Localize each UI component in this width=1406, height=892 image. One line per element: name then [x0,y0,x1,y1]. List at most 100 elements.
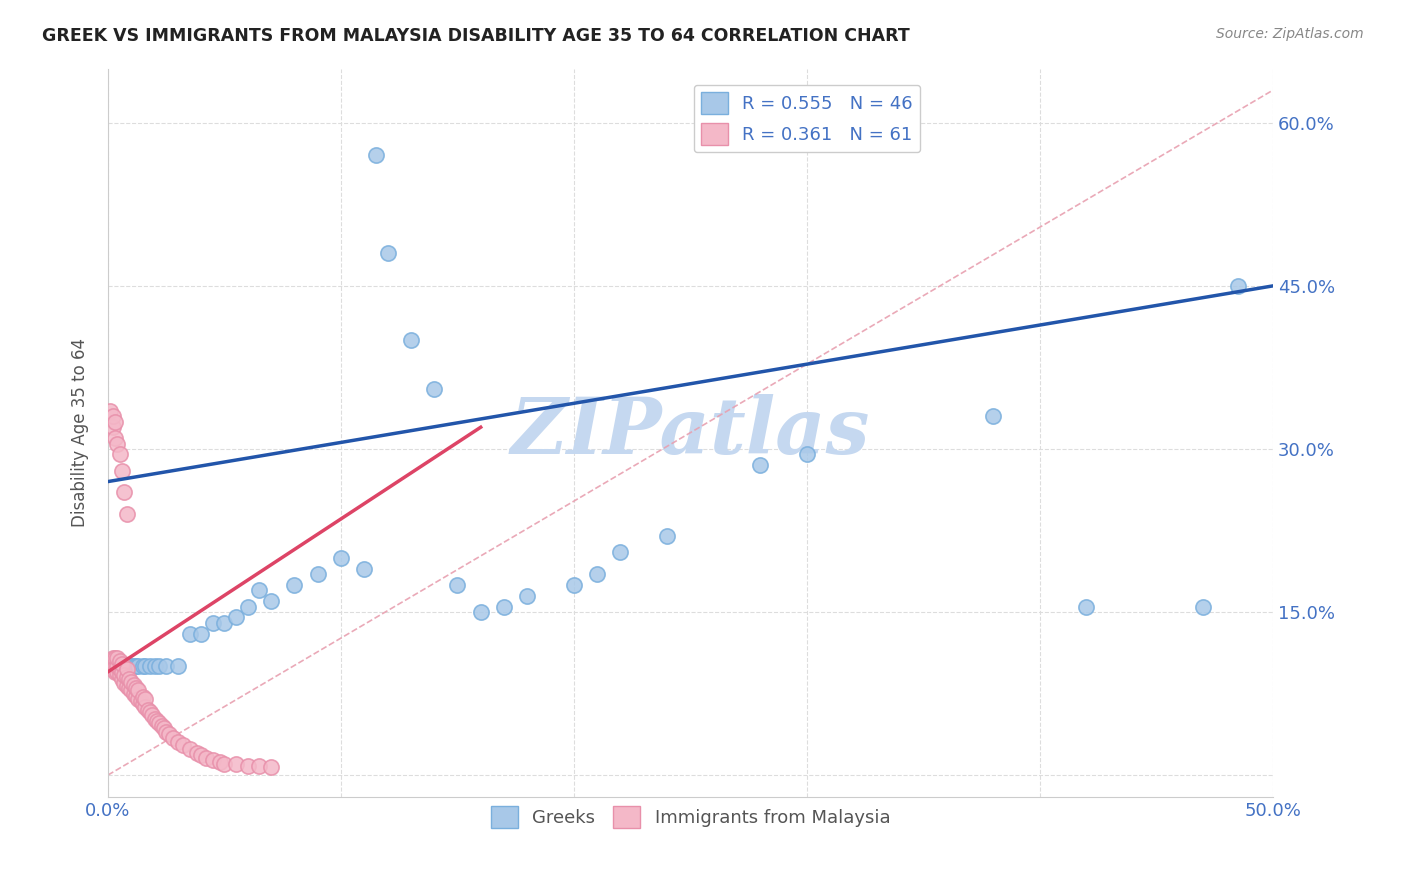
Point [423,382,446,396]
Point [249,583,271,598]
Point [115,659,138,673]
Point [150,719,173,733]
Point [101,409,124,424]
Point [172,738,194,752]
Point [125,689,148,703]
Text: GREEK VS IMMIGRANTS FROM MALAYSIA DISABILITY AGE 35 TO 64 CORRELATION CHART: GREEK VS IMMIGRANTS FROM MALAYSIA DISABI… [42,27,910,45]
Point [101,650,124,665]
Point [655,529,678,543]
Point [108,447,131,461]
Point [111,464,134,478]
Point [329,550,352,565]
Point [127,683,149,698]
Point [260,594,283,608]
Point [98,654,121,668]
Point [104,650,127,665]
Point [146,714,169,728]
Point [115,670,138,684]
Point [112,668,135,682]
Point [148,659,170,673]
Point [104,659,127,673]
Point [104,431,127,445]
Point [98,659,121,673]
Y-axis label: Disability Age 35 to 64: Disability Age 35 to 64 [72,338,89,527]
Point [108,668,131,682]
Text: Source: ZipAtlas.com: Source: ZipAtlas.com [1216,27,1364,41]
Point [125,681,148,695]
Point [139,659,162,673]
Point [516,589,538,603]
Point [236,599,259,614]
Point [399,333,422,347]
Point [120,659,142,673]
Point [586,566,609,581]
Point [214,757,236,772]
Point [98,404,121,418]
Point [141,708,163,723]
Point [179,742,201,756]
Point [1192,599,1215,614]
Point [470,605,492,619]
Point [208,755,231,769]
Point [118,659,141,673]
Point [139,705,162,719]
Point [157,727,180,741]
Point [112,675,135,690]
Point [111,657,134,672]
Point [127,692,149,706]
Point [115,507,138,521]
Point [108,654,131,668]
Point [214,615,236,630]
Point [122,678,145,692]
Point [249,759,271,773]
Point [120,683,142,698]
Point [127,659,149,673]
Point [108,659,131,673]
Point [134,659,156,673]
Point [108,661,131,675]
Point [132,659,155,673]
Point [115,661,138,675]
Point [105,665,128,679]
Point [155,724,177,739]
Point [115,679,138,693]
Point [104,659,127,673]
Point [377,246,399,260]
Point [190,626,212,640]
Point [981,409,1004,424]
Point [353,561,375,575]
Point [122,686,145,700]
Point [179,626,201,640]
Point [364,148,387,162]
Point [749,458,772,473]
Point [105,659,128,673]
Point [129,694,152,708]
Point [194,750,217,764]
Point [186,747,208,761]
Point [143,712,166,726]
Point [134,699,156,714]
Point [225,610,247,624]
Point [104,665,127,679]
Point [283,578,305,592]
Point [1226,279,1249,293]
Point [118,673,141,687]
Point [492,599,515,614]
Point [562,578,585,592]
Point [1076,599,1098,614]
Point [122,659,145,673]
Legend: Greeks, Immigrants from Malaysia: Greeks, Immigrants from Malaysia [484,798,897,835]
Point [155,659,177,673]
Point [148,715,170,730]
Point [132,698,155,712]
Point [225,757,247,772]
Point [201,615,224,630]
Point [101,656,124,670]
Point [105,436,128,450]
Point [125,659,148,673]
Point [111,665,134,679]
Point [167,735,190,749]
Point [796,447,818,461]
Point [134,692,156,706]
Point [111,673,134,687]
